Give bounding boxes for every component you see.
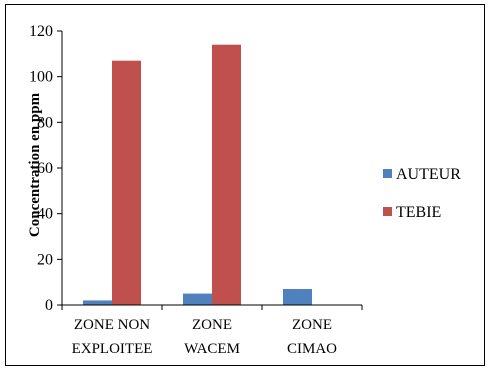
x-category-label: ZONE CIMAO — [287, 317, 337, 357]
y-tick-label: 120 — [29, 23, 53, 40]
bar-tebie-1 — [212, 44, 241, 305]
bar-auteur-0 — [83, 300, 112, 305]
y-tick-label: 40 — [37, 206, 53, 223]
y-tick-label: 0 — [45, 297, 53, 314]
y-tick-label: 80 — [37, 114, 53, 131]
bars — [83, 44, 312, 305]
bar-chart: Concentration en ppm 0 20 40 60 80 100 120 ZON… — [27, 23, 461, 357]
y-axis-title: Concentration en ppm — [27, 92, 43, 237]
chart-frame: Concentration en ppm 0 20 40 60 80 100 120 ZON… — [5, 4, 485, 366]
y-tick-label: 100 — [29, 69, 53, 86]
legend: AUTEUR TEBIE — [383, 166, 461, 221]
y-tick-label: 20 — [37, 251, 53, 268]
y-axis-ticks: 0 20 40 60 80 100 120 — [29, 23, 62, 314]
legend-swatch-auteur — [383, 169, 392, 178]
y-tick-label: 60 — [37, 160, 53, 177]
x-category-label: ZONE NON EXPLOITEE — [72, 317, 153, 357]
bar-auteur-1 — [183, 293, 212, 305]
x-axis-labels: ZONE NON EXPLOITEE ZONE WACEM ZONE CIMAO — [72, 317, 338, 357]
legend-label-tebie: TEBIE — [396, 204, 441, 221]
legend-swatch-tebie — [383, 207, 392, 216]
bar-auteur-2 — [283, 289, 312, 305]
legend-label-auteur: AUTEUR — [396, 166, 461, 183]
bar-tebie-0 — [112, 60, 141, 305]
x-category-label: ZONE WACEM — [184, 317, 240, 357]
axes — [57, 31, 363, 310]
